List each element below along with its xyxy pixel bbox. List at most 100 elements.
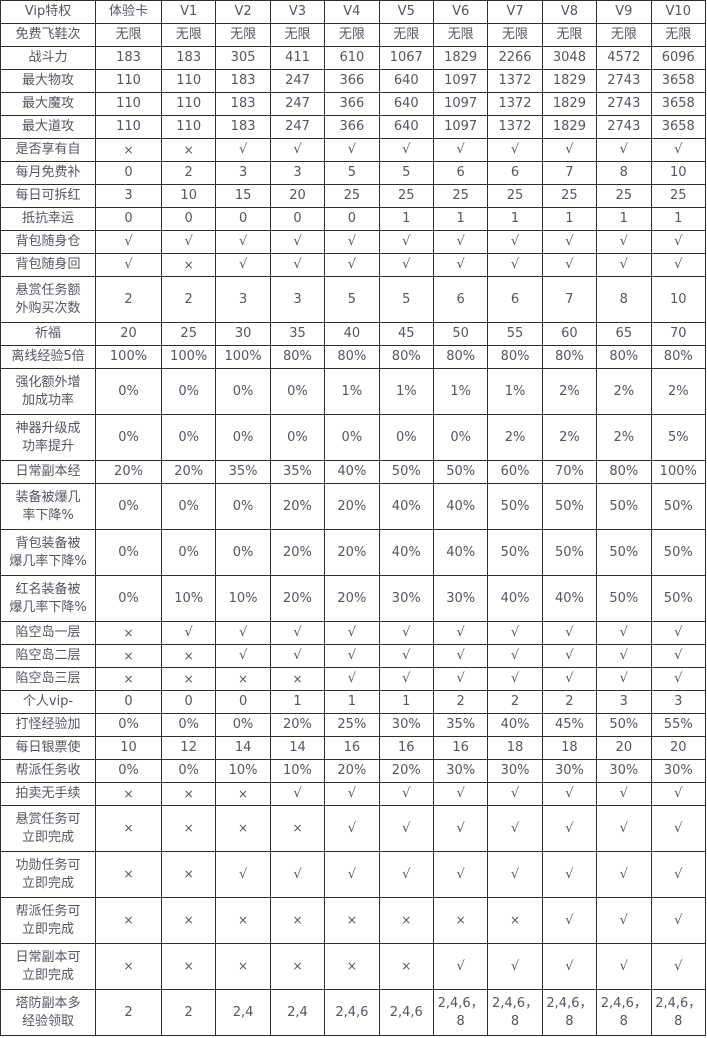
value-cell: 2% [541,368,598,415]
check-mark: √ [541,644,598,668]
value-cell: 0% [95,368,162,415]
value-cell: 8 [596,276,652,323]
value-cell: 3 [95,184,162,208]
value-cell: 2 [95,989,162,1036]
value-cell: 16 [324,736,380,760]
check-mark: √ [487,667,543,691]
value-cell: 640 [378,92,434,116]
value-cell: 20% [95,460,162,484]
value-cell: 2% [596,368,652,415]
row-label: 日常副本经 [0,460,96,484]
value-cell: 0 [215,690,271,714]
vip-table-body: 免费飞鞋次 无限 无限 无限 无限 无限 无限 无限 无限 无限 无限 无限 战斗力 183 183 305 4… [0,23,707,1036]
check-mark: √ [215,230,271,254]
value-cell: 3 [269,161,326,185]
value-cell: 16 [432,736,489,760]
row-label: 帮派任务收 [0,759,96,783]
value-cell: 50% [541,529,598,576]
value-cell: 50% [650,529,707,576]
column-header: V8 [541,0,598,24]
value-cell: 100% [650,460,707,484]
row-label: 塔防副本多 经验领取 [0,989,96,1036]
check-mark: √ [596,138,652,162]
value-cell: 50% [541,483,598,530]
value-cell: 2743 [596,92,652,116]
value-cell: 25 [324,184,380,208]
value-cell: 1097 [432,115,489,139]
value-cell: 2,4,6， 8 [541,989,598,1036]
value-cell: 无限 [378,23,434,47]
table-row: 帮派任务可 立即完成 × × × × × × × × √ √ √ [0,897,707,944]
value-cell: 0% [95,713,162,737]
check-mark: √ [95,253,162,277]
value-cell: 55 [487,322,543,346]
value-cell: 3658 [650,69,707,93]
value-cell: 10% [160,575,217,622]
check-mark: √ [160,230,217,254]
value-cell: 2% [487,414,543,461]
row-label: 每月免费补 [0,161,96,185]
cross-mark: × [95,667,162,691]
check-mark: √ [324,138,380,162]
value-cell: 3 [596,690,652,714]
value-cell: 30 [215,322,271,346]
value-cell: 2743 [596,69,652,93]
cross-mark: × [95,621,162,645]
check-mark: √ [324,667,380,691]
value-cell: 80% [596,345,652,369]
value-cell: 50% [596,529,652,576]
value-cell: 15 [215,184,271,208]
value-cell: 0 [160,207,217,231]
value-cell: 100% [160,345,217,369]
value-cell: 25 [596,184,652,208]
table-row: 装备被爆几 率下降% 0% 0% 0% 20% 20% 40% 40% 50% 50% 50% 50% [0,483,707,530]
check-mark: √ [541,897,598,944]
value-cell: 20% [269,483,326,530]
value-cell: 110 [95,69,162,93]
value-cell: 20 [95,322,162,346]
value-cell: 无限 [596,23,652,47]
value-cell: 50% [432,460,489,484]
cross-mark: × [95,897,162,944]
cross-mark: × [378,943,434,990]
vip-table-header: Vip特权 体验卡 V1 V2 V3 V4 V5 V6 V7 V8 V9 V10 [0,0,707,24]
table-row: 日常副本经 20% 20% 35% 35% 40% 50% 50% 60% 70% 80% 100% [0,460,707,484]
check-mark: √ [487,253,543,277]
corner-header: Vip特权 [0,0,96,24]
value-cell: 183 [215,115,271,139]
value-cell: 1829 [541,69,598,93]
value-cell: 20% [324,575,380,622]
value-cell: 20% [324,759,380,783]
check-mark: √ [215,851,271,898]
value-cell: 640 [378,69,434,93]
value-cell: 0 [269,207,326,231]
check-mark: √ [650,230,707,254]
value-cell: 无限 [95,23,162,47]
check-mark: √ [487,138,543,162]
table-row: 打怪经验加 0% 0% 0% 20% 25% 30% 35% 40% 45% 50% 55% [0,713,707,737]
value-cell: 30% [432,759,489,783]
value-cell: 1829 [432,46,489,70]
cross-mark: × [160,943,217,990]
value-cell: 1 [324,690,380,714]
table-row: 每月免费补 0 2 3 3 5 5 6 6 7 8 10 [0,161,707,185]
value-cell: 7 [541,276,598,323]
value-cell: 无限 [215,23,271,47]
value-cell: 0% [160,414,217,461]
check-mark: √ [378,253,434,277]
value-cell: 5 [324,276,380,323]
check-mark: √ [378,667,434,691]
value-cell: 1 [650,207,707,231]
column-header: V6 [432,0,489,24]
value-cell: 50% [487,483,543,530]
cross-mark: × [160,851,217,898]
value-cell: 0 [160,690,217,714]
value-cell: 20% [324,483,380,530]
cross-mark: × [160,138,217,162]
value-cell: 110 [160,115,217,139]
value-cell: 80% [487,345,543,369]
value-cell: 100% [95,345,162,369]
column-header: V1 [160,0,217,24]
value-cell: 40% [541,575,598,622]
